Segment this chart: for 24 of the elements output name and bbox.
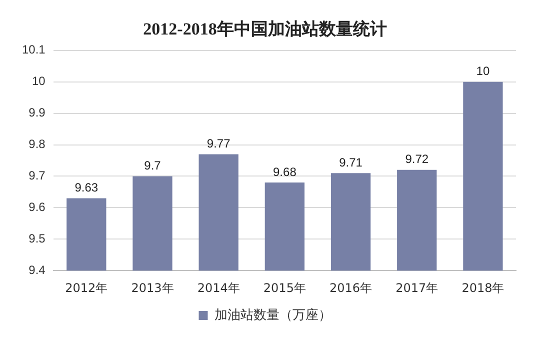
y-tick-label: 9.6	[28, 200, 46, 214]
y-tick-label: 9.5	[28, 231, 46, 246]
data-label: 10	[476, 64, 490, 78]
x-tick-label: 2017年	[396, 280, 438, 295]
x-tick-label: 2018年	[462, 280, 504, 295]
x-tick-label: 2016年	[329, 280, 372, 295]
y-tick-label: 9.8	[28, 137, 46, 152]
x-tick-label: 2013年	[131, 280, 174, 295]
y-tick-label: 10.1	[22, 42, 46, 57]
data-label: 9.63	[74, 180, 98, 195]
y-tick-label: 9.4	[28, 262, 46, 277]
y-tick-label: 10	[32, 74, 46, 88]
chart-title: 2012-2018年中国加油站数量统计	[143, 20, 387, 39]
data-label: 9.71	[339, 155, 363, 170]
data-label: 9.7	[144, 158, 162, 173]
data-label: 9.72	[405, 152, 429, 166]
data-label: 9.68	[273, 164, 297, 179]
x-tick-label: 2014年	[197, 280, 240, 295]
data-label: 9.77	[206, 136, 231, 151]
y-tick-label: 9.9	[28, 106, 46, 120]
x-tick-label: 2015年	[263, 280, 306, 295]
y-tick-label: 9.7	[28, 168, 46, 183]
x-tick-label: 2012年	[65, 280, 108, 295]
legend-label: 加油站数量（万座）	[214, 306, 332, 323]
